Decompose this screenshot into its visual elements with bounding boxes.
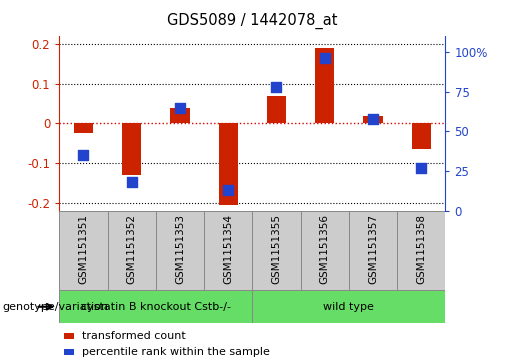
Text: transformed count: transformed count	[82, 331, 186, 341]
Text: GSM1151351: GSM1151351	[78, 214, 89, 284]
Bar	[397, 211, 445, 290]
Point	[272, 84, 281, 90]
Point	[176, 105, 184, 110]
Point	[417, 165, 425, 171]
Bar	[364, 116, 383, 123]
Text: GSM1151358: GSM1151358	[416, 214, 426, 284]
Bar	[204, 211, 252, 290]
Bar	[59, 290, 252, 323]
Bar	[252, 211, 301, 290]
Bar	[59, 211, 108, 290]
Point	[128, 179, 136, 185]
Text: cystatin B knockout Cstb-/-: cystatin B knockout Cstb-/-	[81, 302, 231, 312]
Text: GDS5089 / 1442078_at: GDS5089 / 1442078_at	[167, 13, 338, 29]
Text: GSM1151353: GSM1151353	[175, 214, 185, 284]
Text: GSM1151356: GSM1151356	[320, 214, 330, 284]
Text: genotype/variation: genotype/variation	[3, 302, 109, 312]
Point	[79, 152, 88, 158]
Bar	[267, 96, 286, 123]
Text: GSM1151352: GSM1151352	[127, 214, 136, 284]
Text: GSM1151355: GSM1151355	[271, 214, 282, 284]
Point	[321, 56, 329, 61]
Bar	[252, 290, 445, 323]
Bar	[301, 211, 349, 290]
Text: percentile rank within the sample: percentile rank within the sample	[82, 347, 270, 357]
Text: GSM1151354: GSM1151354	[223, 214, 233, 284]
Point	[369, 116, 377, 122]
Bar	[108, 211, 156, 290]
Bar	[218, 123, 238, 205]
Text: GSM1151357: GSM1151357	[368, 214, 378, 284]
Bar	[74, 123, 93, 133]
Bar	[411, 123, 431, 149]
Bar	[170, 109, 190, 123]
Text: wild type: wild type	[323, 302, 374, 312]
Point	[224, 187, 232, 193]
Bar	[122, 123, 141, 175]
Bar	[315, 48, 334, 123]
Bar	[156, 211, 204, 290]
Bar	[349, 211, 397, 290]
